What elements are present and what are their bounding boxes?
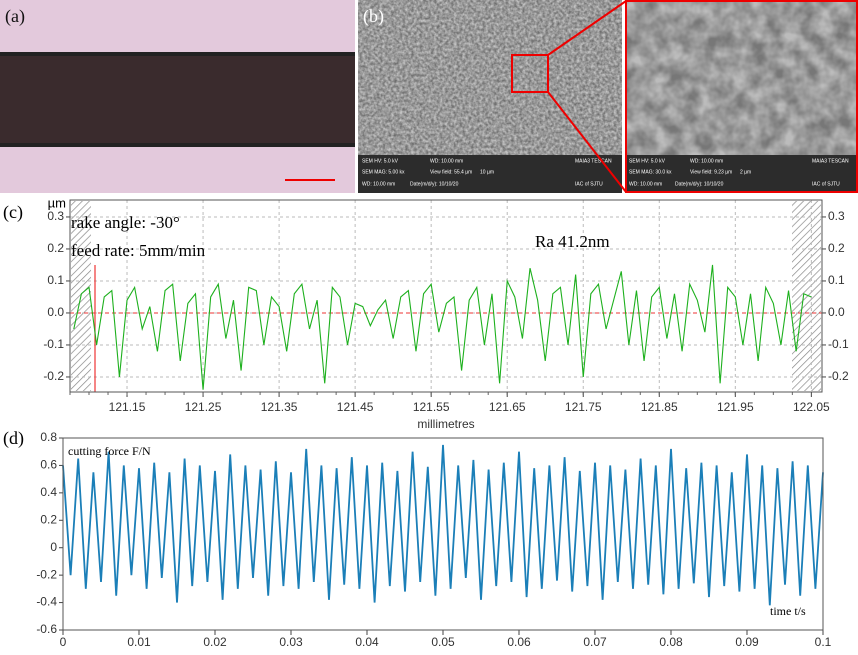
sem-info: IAC of SJTU: [812, 181, 840, 187]
x-tick-label: 0.08: [659, 635, 683, 649]
micrograph-a: (a): [0, 0, 355, 193]
sem-info: WD: 10.00 mm: [690, 158, 723, 164]
y2-tick-label: 0.3: [828, 209, 845, 223]
sem-info: SEM HV: 5.0 kV: [362, 158, 399, 164]
sem-info: MAIA3 TESCAN: [812, 158, 849, 164]
y-tick-label: 0.2: [40, 512, 57, 526]
sem-info: 10 µm: [480, 169, 494, 175]
panel-label: (a): [5, 6, 25, 27]
panel-label: (b): [363, 6, 384, 27]
x-tick-label: 0.03: [279, 635, 303, 649]
panel-label: (c): [3, 202, 23, 223]
annotation: Ra 41.2nm: [535, 232, 610, 251]
sem-info: WD: 10.00 mm: [430, 158, 463, 164]
y-tick-label: -0.2: [43, 369, 64, 383]
x-tick-label: 0.1: [815, 635, 832, 649]
y-tick-label: -0.6: [36, 622, 57, 636]
x-tick-label: 0.09: [735, 635, 759, 649]
y2-tick-label: 0.1: [828, 273, 845, 287]
annotation: feed rate: 5mm/min: [71, 241, 206, 260]
y-unit: µm: [48, 195, 66, 210]
plot-frame: [62, 437, 824, 631]
y-tick-label: 0.8: [40, 430, 57, 444]
x-tick-label: 121.15: [109, 400, 146, 414]
panel-label: (d): [3, 428, 24, 449]
sem-image-b: (b) SEM HV: 5.0 kV WD: 10.00 mm MAIA3 TE…: [358, 0, 622, 193]
sem-info: IAC of SJTU: [575, 181, 603, 187]
x-tick-label: 121.45: [337, 400, 374, 414]
y-tick-label: 0.0: [47, 305, 64, 319]
plot-frame: [69, 199, 823, 393]
sem-image-zoom: SEM HV: 5.0 kV WD: 10.00 mm MAIA3 TESCAN…: [547, 0, 858, 193]
x-tick-label: 0.07: [583, 635, 607, 649]
sem-info: SEM MAG: 30.0 kx: [629, 169, 672, 175]
x-tick-label: 121.85: [641, 400, 678, 414]
y-tick-label: -0.2: [36, 567, 57, 581]
x-tick-label: 0.01: [127, 635, 151, 649]
sem-info: View field: 55.4 µm: [430, 169, 472, 175]
y2-tick-label: -0.1: [828, 337, 849, 351]
x-tick-label: 0.02: [203, 635, 227, 649]
x-tick-label: 121.25: [185, 400, 222, 414]
data-line: [73, 264, 812, 390]
y-axis-label: cutting force F/N: [68, 444, 151, 458]
x-tick-label: 122.05: [793, 400, 830, 414]
x-tick-label: 121.95: [717, 400, 754, 414]
excluded-region: [792, 201, 821, 391]
y2-tick-label: 0.0: [828, 305, 845, 319]
y-tick-label: 0.1: [47, 273, 64, 287]
y-tick-label: 0.6: [40, 458, 57, 472]
sem-info: WD: 10.00 mm: [629, 181, 662, 187]
x-tick-label: 0: [60, 635, 67, 649]
x-tick-label: 121.55: [413, 400, 450, 414]
y2-tick-label: -0.2: [828, 369, 849, 383]
y-tick-label: 0.3: [47, 209, 64, 223]
x-tick-label: 0.04: [355, 635, 379, 649]
sem-info: Date(m/d/y): 10/10/20: [675, 181, 724, 187]
sem-info: 2 µm: [740, 169, 751, 175]
y-tick-label: 0.2: [47, 241, 64, 255]
y-tick-label: -0.1: [43, 337, 64, 351]
x-tick-label: 121.35: [261, 400, 298, 414]
annotation: rake angle: -30°: [71, 213, 180, 232]
x-tick-label: 0.06: [507, 635, 531, 649]
x-tick-label: 0.05: [431, 635, 455, 649]
sem-info: Date(m/d/y): 10/10/20: [410, 181, 459, 187]
y-tick-label: 0: [50, 540, 57, 554]
x-tick-label: 121.75: [565, 400, 602, 414]
sem-info: SEM HV: 5.0 kV: [629, 158, 666, 164]
x-tick-label: 121.65: [489, 400, 526, 414]
sem-info: WD: 10.00 mm: [362, 181, 395, 187]
y-tick-label: 0.4: [40, 485, 57, 499]
data-line: [62, 444, 824, 606]
sem-info: SEM MAG: 5.00 kx: [362, 169, 405, 175]
sem-info: MAIA3 TESCAN: [575, 158, 612, 164]
y-tick-label: -0.4: [36, 595, 57, 609]
y2-tick-label: 0.2: [828, 241, 845, 255]
x-axis-label: millimetres: [417, 417, 474, 431]
x-axis-label: time t/s: [770, 604, 806, 618]
sem-info: View field: 9.23 µm: [690, 169, 732, 175]
